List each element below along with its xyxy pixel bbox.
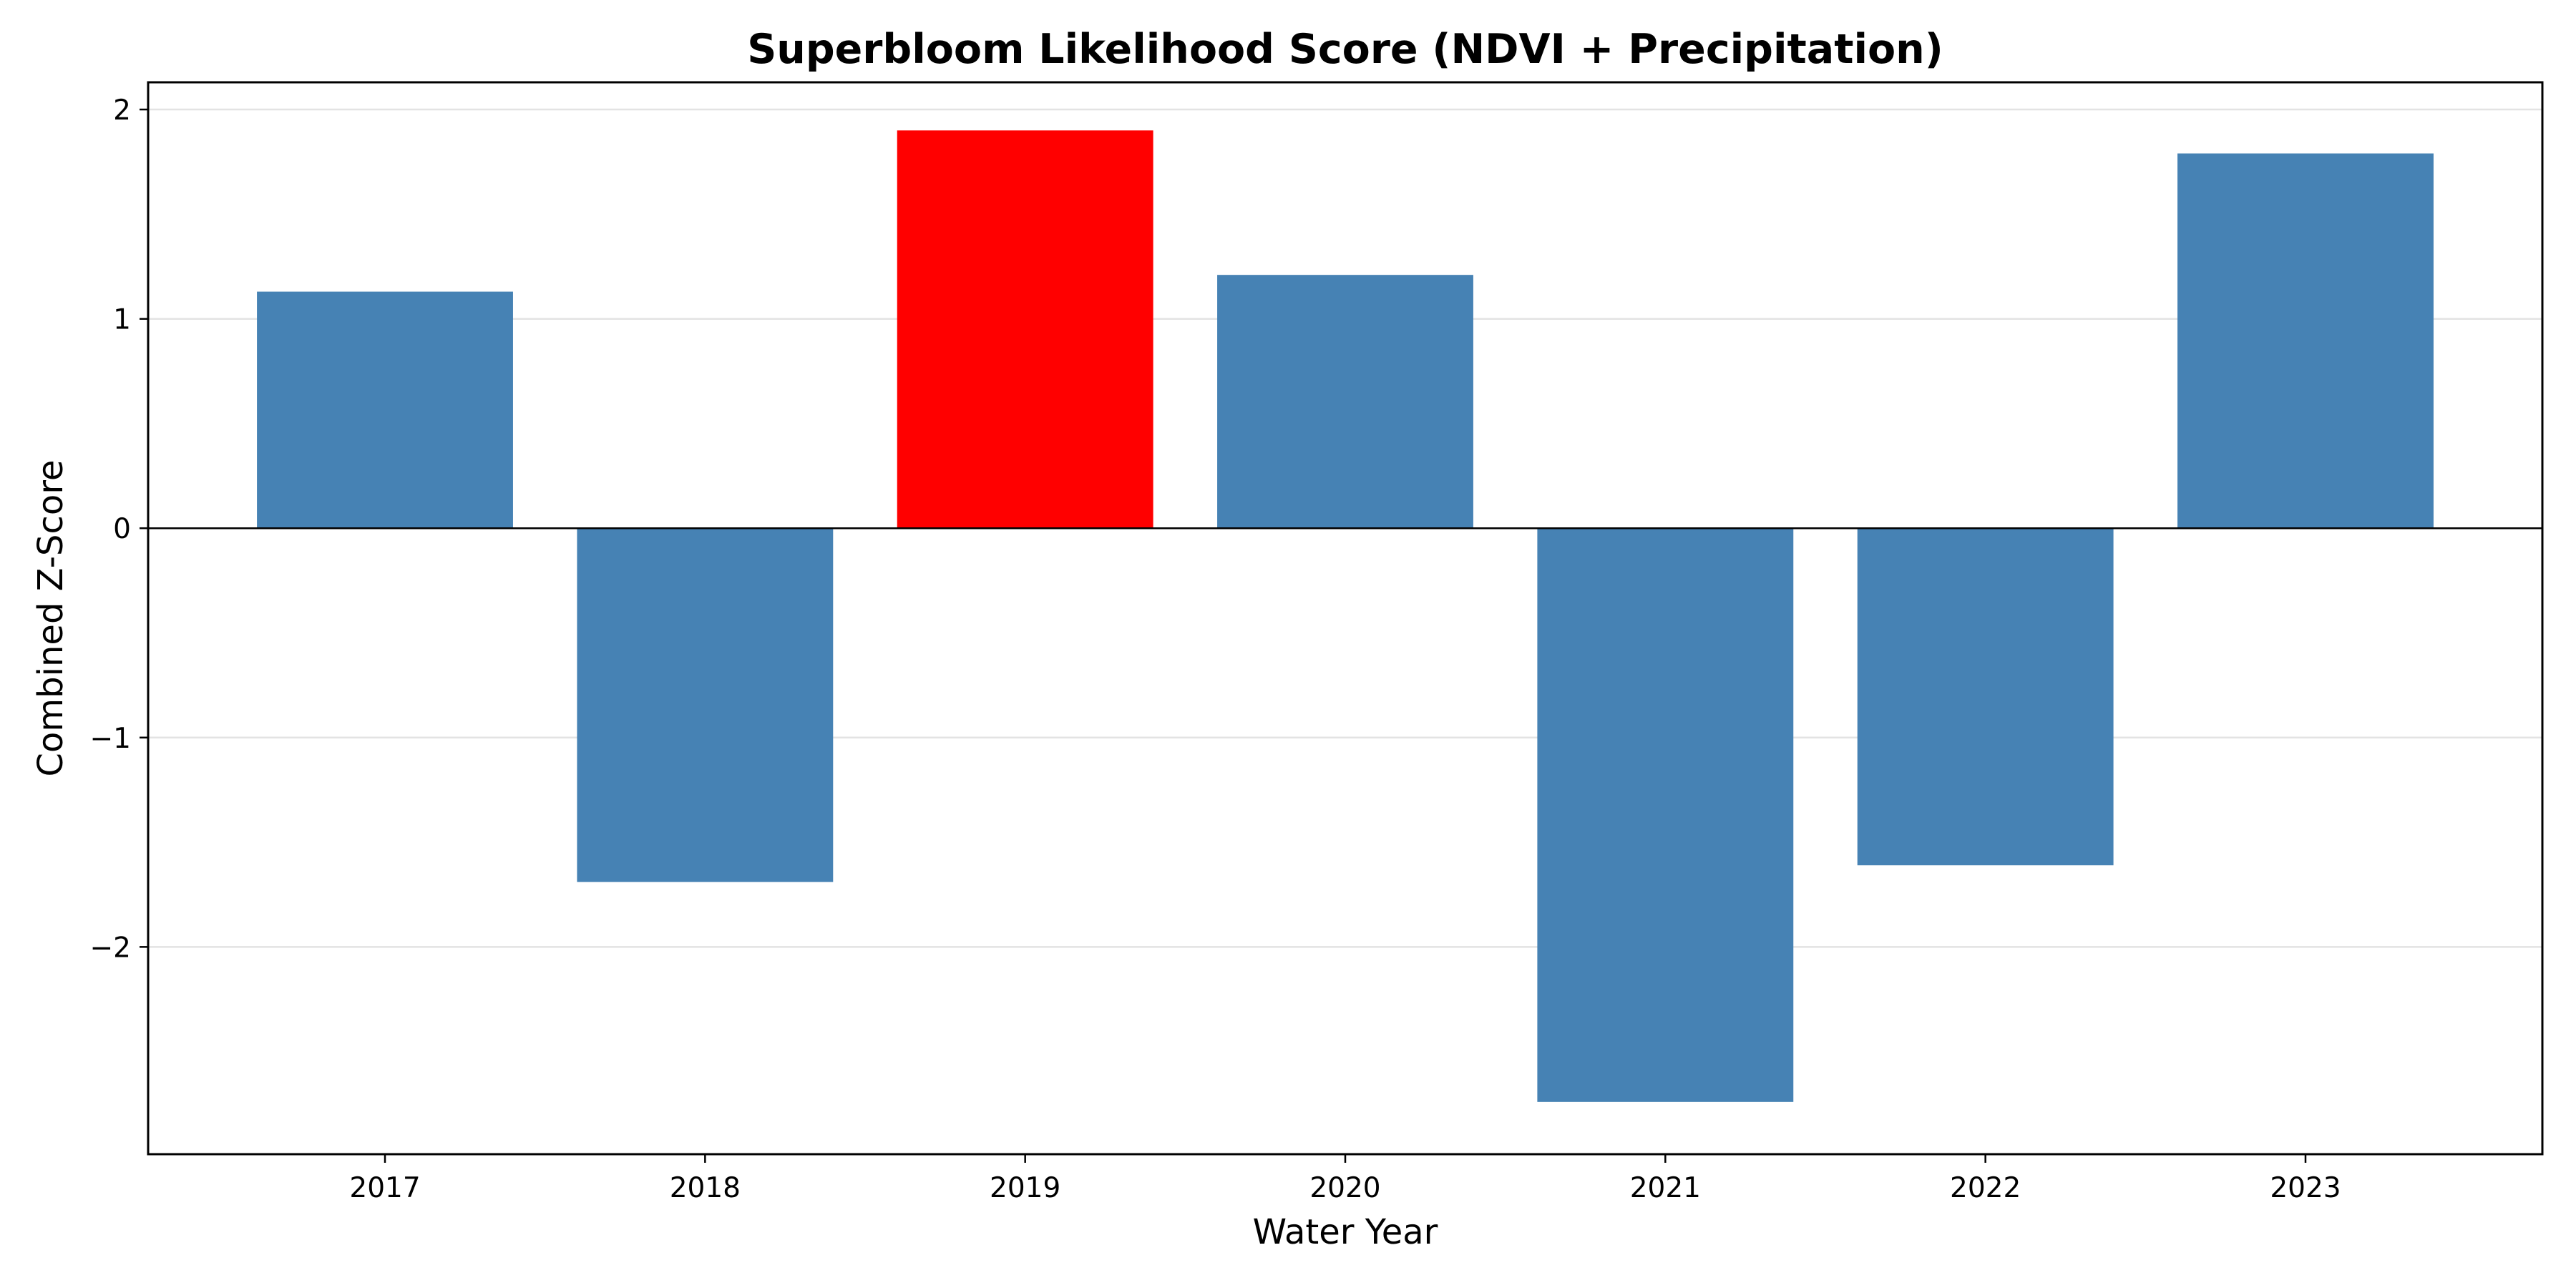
x-tick-label: 2019 [990,1172,1060,1204]
bars [257,130,2434,1102]
x-tick-label: 2017 [349,1172,420,1204]
x-axis-label: Water Year [1253,1212,1438,1252]
y-tick-label: −2 [90,932,132,964]
y-tick-label: 2 [113,94,131,127]
bar-2018 [577,528,834,882]
bar-2023 [2177,153,2434,529]
y-tick-label: −1 [90,723,132,755]
y-axis-ticks: 2 1 0 −1 −2 [90,94,148,964]
chart-title: Superbloom Likelihood Score (NDVI + Prec… [747,26,1943,73]
bar-2019 [897,130,1153,529]
x-tick-label: 2023 [2270,1172,2341,1204]
x-tick-label: 2020 [1309,1172,1380,1204]
bar-2022 [1857,528,2114,866]
bar-2021 [1537,528,1794,1102]
y-tick-label: 0 [113,513,131,545]
bar-2020 [1217,275,1473,529]
bar-2017 [257,291,513,529]
y-tick-label: 1 [113,304,131,336]
y-axis-label: Combined Z-Score [31,460,71,777]
x-tick-label: 2022 [1950,1172,2021,1204]
x-axis-ticks: 2017 2018 2019 2020 2021 2022 2023 [349,1154,2341,1204]
x-tick-label: 2021 [1630,1172,1701,1204]
x-tick-label: 2018 [670,1172,741,1204]
